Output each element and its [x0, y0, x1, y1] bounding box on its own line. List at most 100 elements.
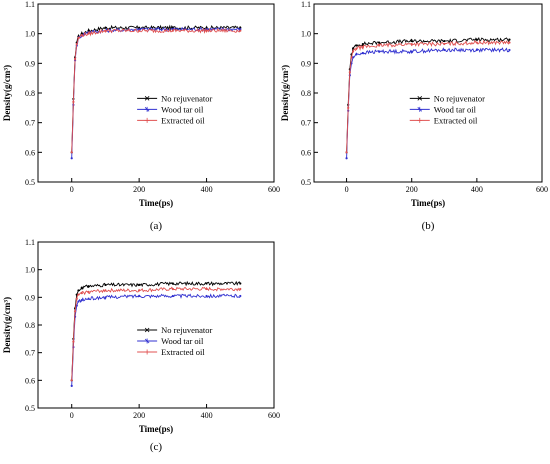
data-point [361, 51, 364, 55]
x-tick-label: 200 [133, 411, 145, 420]
y-tick-label: 0.9 [25, 293, 35, 302]
data-point [73, 310, 77, 313]
data-point [378, 41, 381, 44]
data-point [410, 50, 413, 53]
y-tick-label: 0.5 [25, 178, 35, 187]
chart-c-svg: 0.5 0.6 0.7 0.8 0.9 1.0 1.1 0 200 400 600 Time(ps) D… [2, 238, 280, 453]
y-tick-label: 0.8 [301, 89, 311, 98]
data-point [361, 45, 364, 49]
y-tick-label: 0.6 [25, 148, 35, 157]
data-point [138, 29, 141, 32]
y-axis-label: Density(g/cm³) [280, 65, 290, 121]
chart-caption: (c) [150, 441, 163, 453]
x-tick-label: 0 [70, 185, 74, 194]
y-tick-label: 1.0 [25, 30, 35, 39]
data-point [239, 294, 242, 298]
legend-label: Wood tar oil [161, 104, 204, 114]
data-point [75, 297, 78, 300]
data-point [77, 293, 80, 296]
chart-panel-b: 0.5 0.6 0.7 0.8 0.9 1.0 1.1 0 200 400 600 Time(ps) D… [278, 0, 550, 238]
data-point [475, 38, 478, 41]
y-tick-label: 1.0 [25, 266, 35, 275]
data-point [475, 41, 478, 44]
data-point [77, 289, 80, 292]
chart-panel-c: 0.5 0.6 0.7 0.8 0.9 1.0 1.1 0 200 400 600 Time(ps) D… [0, 236, 280, 459]
data-point [70, 157, 73, 160]
data-point [443, 48, 446, 52]
legend-label: Wood tar oil [161, 336, 204, 346]
data-point [351, 56, 355, 59]
y-tick-label: 0.7 [25, 349, 35, 358]
data-point [87, 285, 90, 288]
data-point [410, 42, 413, 46]
data-point [205, 282, 208, 285]
data-point [443, 39, 446, 43]
legend-label: No rejuvenator [161, 93, 212, 103]
data-point [70, 151, 73, 154]
chart-panel-a: 0.5 0.6 0.7 0.8 0.9 1.0 1.1 0 200 400 600 Time(ps) D… [0, 0, 280, 238]
x-tick-label: 400 [471, 185, 483, 194]
data-point [355, 44, 358, 47]
y-tick-label: 0.7 [301, 119, 311, 128]
legend-marker [144, 327, 150, 333]
data-point [77, 37, 80, 40]
data-point [171, 282, 174, 285]
data-point [205, 287, 208, 291]
data-point [351, 50, 355, 53]
data-point [508, 41, 511, 44]
legend-marker [144, 96, 150, 101]
x-tick-label: 0 [70, 411, 74, 420]
legend-marker [144, 338, 150, 344]
series-line-extracted-oil [346, 39, 510, 153]
y-tick-label: 1.1 [301, 0, 311, 9]
series-line-wood-tar-oil [71, 293, 241, 386]
data-point [475, 48, 478, 52]
plot-frame [37, 241, 275, 409]
legend-marker [417, 117, 423, 123]
y-tick-label: 0.7 [25, 119, 35, 128]
x-axis-label: Time(ps) [139, 424, 173, 434]
data-point [87, 32, 90, 35]
data-point [361, 42, 364, 46]
y-tick-label: 0.8 [25, 89, 35, 98]
data-point [205, 294, 208, 298]
series-line-no-rejuvenator [346, 36, 510, 153]
legend-label: Extracted oil [434, 115, 478, 125]
data-point [104, 289, 107, 292]
data-point [138, 283, 141, 286]
data-point [345, 151, 348, 154]
x-tick-label: 600 [268, 411, 280, 420]
y-tick-label: 0.6 [301, 148, 311, 157]
data-point [80, 299, 83, 302]
legend-label: Extracted oil [161, 347, 205, 357]
data-point [80, 292, 83, 295]
data-point [239, 287, 242, 291]
data-point [77, 300, 80, 303]
data-point [348, 71, 351, 74]
plot-frame [313, 3, 543, 183]
chart-caption: (a) [150, 220, 163, 232]
chart-b-svg: 0.5 0.6 0.7 0.8 0.9 1.0 1.1 0 200 400 600 Time(ps) D… [280, 0, 548, 232]
legend-label: Extracted oil [161, 115, 205, 125]
data-point [171, 294, 174, 298]
series-line-wood-tar-oil [71, 26, 241, 159]
data-point [80, 34, 83, 37]
x-tick-label: 200 [406, 185, 418, 194]
data-point [350, 56, 353, 59]
chart-caption: (b) [422, 220, 435, 232]
x-tick-label: 0 [345, 185, 349, 194]
data-point [378, 50, 381, 53]
legend-label: No rejuvenator [434, 93, 485, 103]
x-tick-label: 400 [201, 185, 213, 194]
y-axis-label: Density(g/cm³) [2, 65, 12, 121]
x-axis-label: Time(ps) [139, 198, 173, 208]
data-point [508, 38, 511, 41]
data-point [508, 48, 511, 52]
data-point [171, 287, 174, 291]
data-point [138, 294, 141, 298]
y-axis-label: Density(g/cm³) [2, 297, 12, 353]
data-point [75, 42, 78, 46]
data-point [87, 290, 90, 293]
y-tick-label: 0.6 [25, 376, 35, 385]
data-point [378, 44, 381, 47]
